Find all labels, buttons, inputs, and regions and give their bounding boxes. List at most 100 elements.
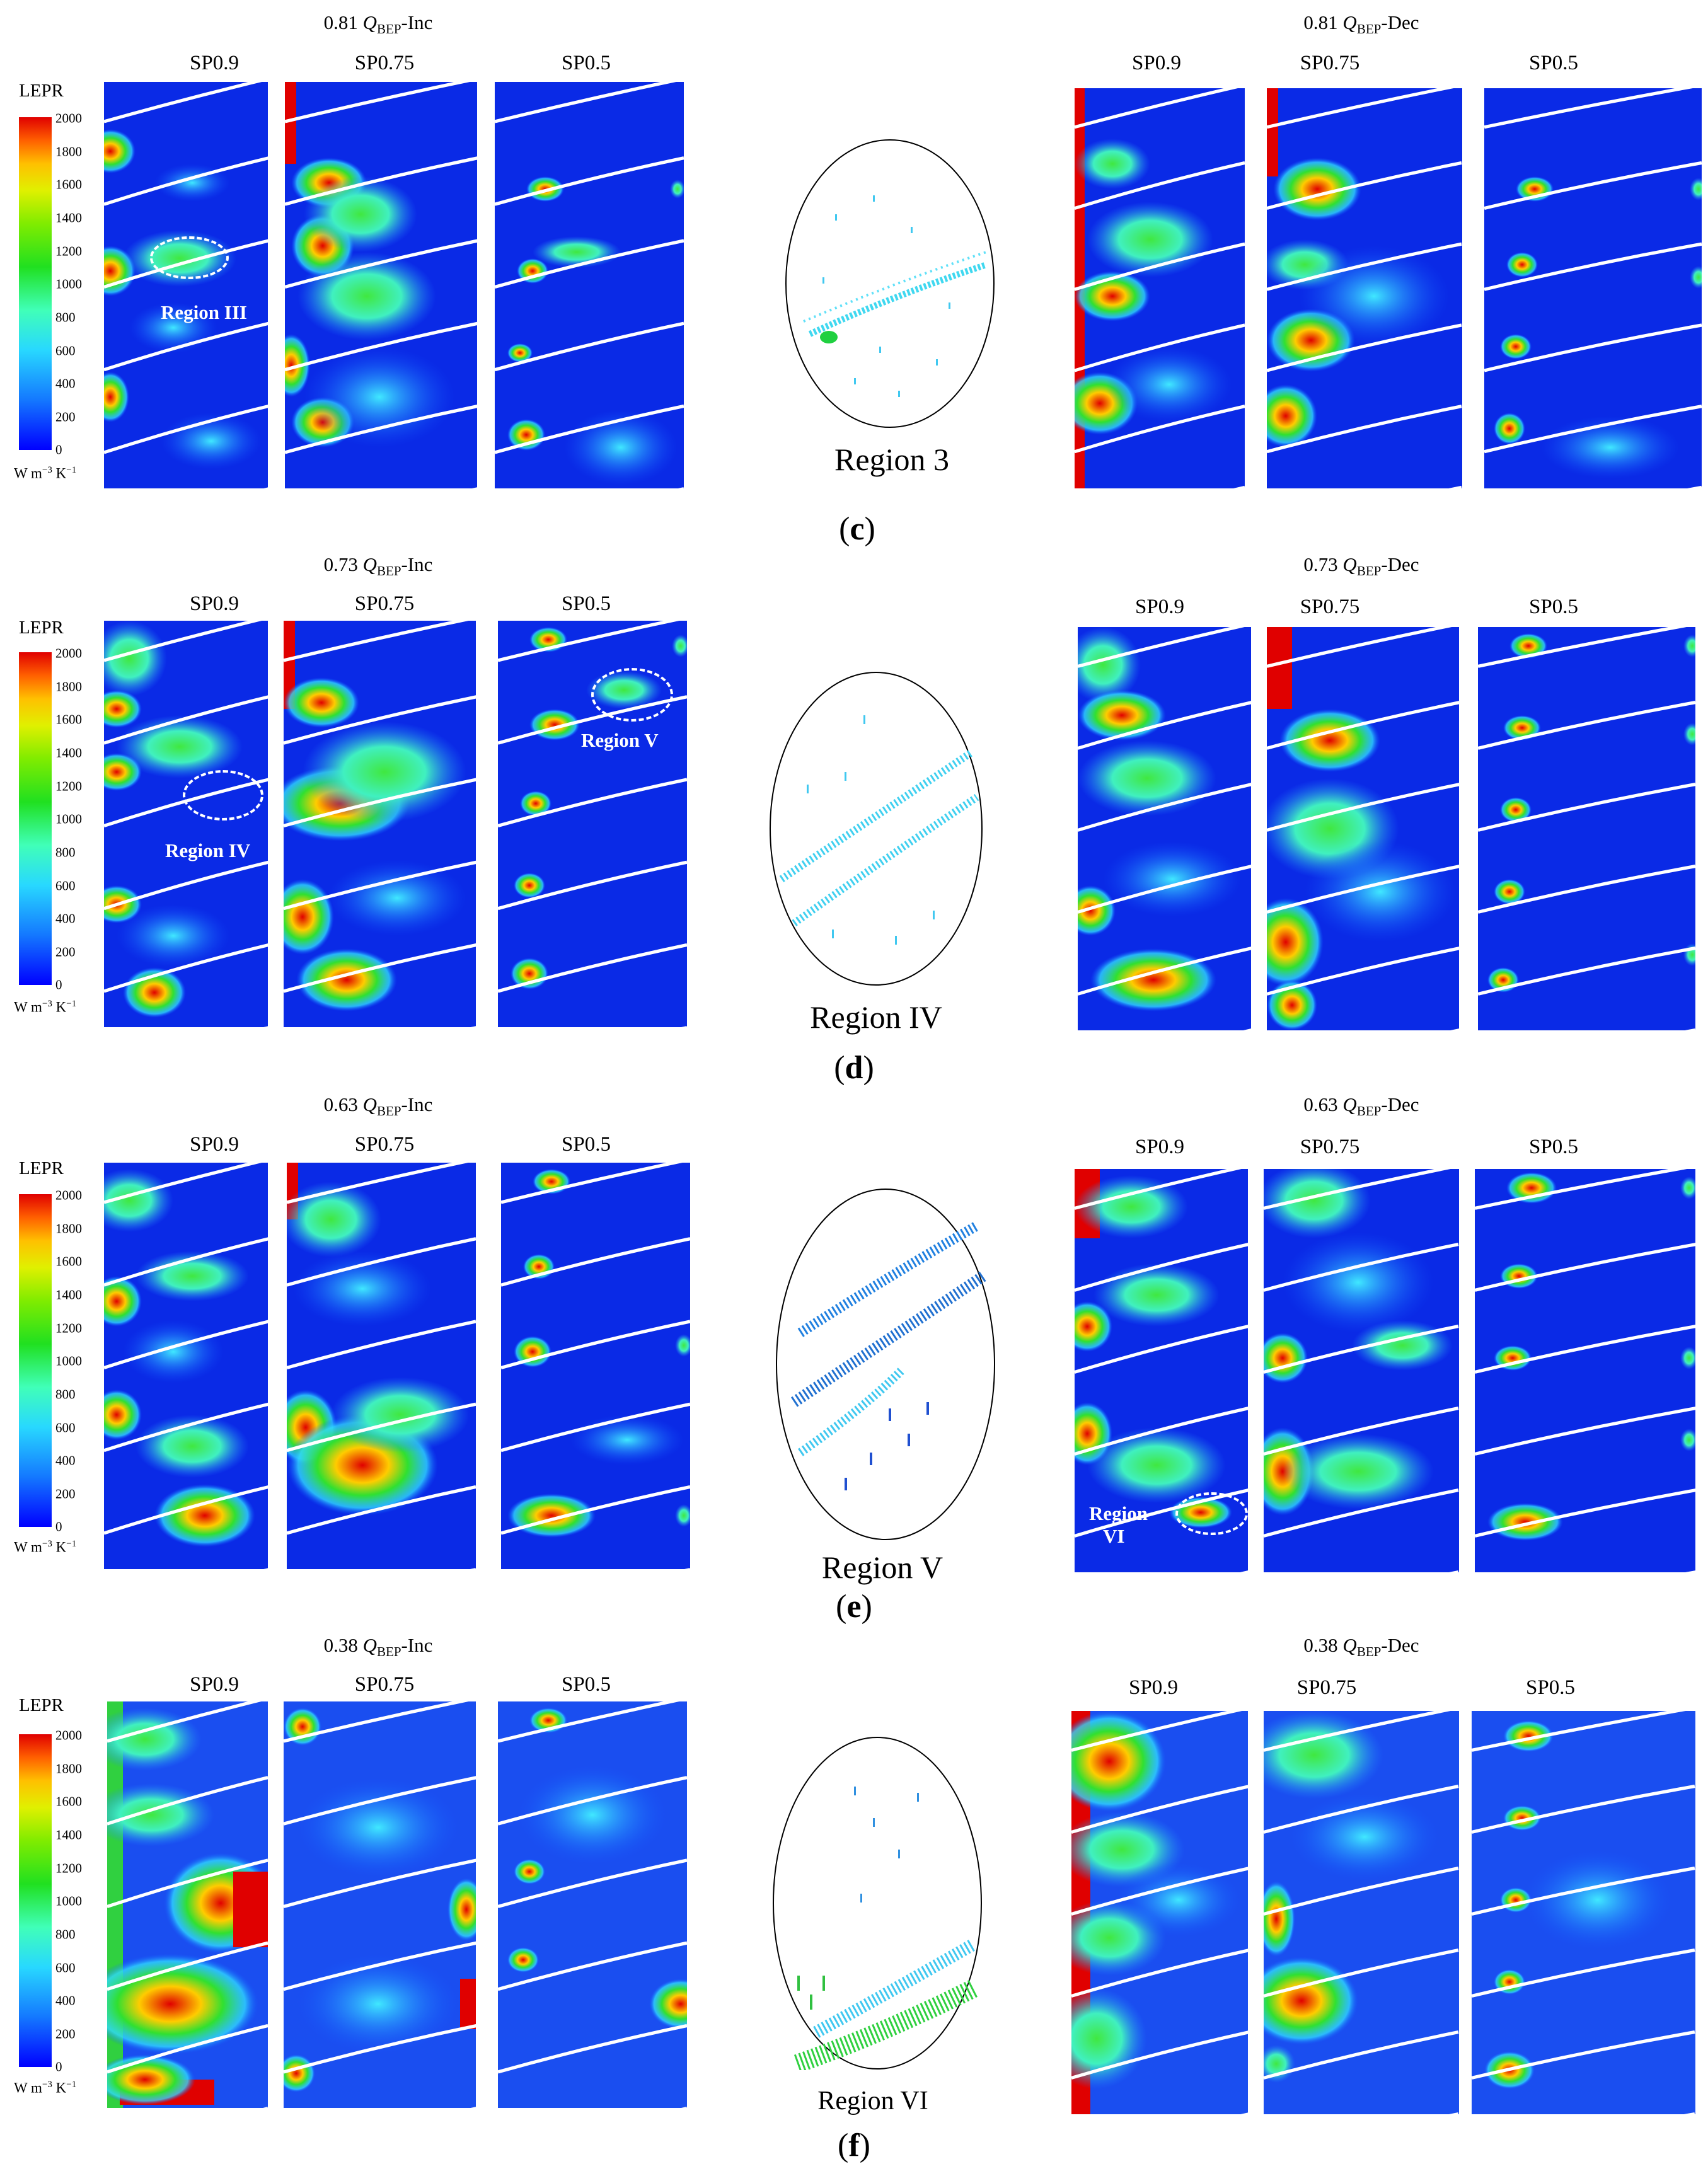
region-annotation: Region <box>1089 1502 1148 1524</box>
contour-panel <box>104 82 268 488</box>
colorbar-tick: 1800 <box>55 144 82 159</box>
row-d-dec-title: 0.73 QBEP-Dec <box>1303 553 1419 579</box>
colorbar-tick: 1400 <box>55 210 82 226</box>
colorbar-tick: 600 <box>55 1420 76 1436</box>
region-marker <box>150 236 229 279</box>
colorbar-tick: 1400 <box>55 1827 82 1843</box>
col-label: SP0.75 <box>354 52 415 74</box>
row-e-dec-title: 0.63 QBEP-Dec <box>1303 1093 1419 1119</box>
contour-panel <box>1472 1711 1695 2114</box>
row-c-inc-title: 0.81 QBEP-Inc <box>323 11 433 37</box>
colorbar-tick: 400 <box>55 376 76 391</box>
col-label: SP0.75 <box>1296 1676 1357 1699</box>
contour-panel <box>495 82 684 488</box>
zoom-caption: Region 3 <box>834 442 949 477</box>
col-label: SP0.75 <box>354 592 415 615</box>
colorbar-tick: 0 <box>55 442 62 458</box>
colorbar-tick: 200 <box>55 944 76 960</box>
contour-panel <box>287 1163 476 1569</box>
colorbar-tick: 1600 <box>55 711 82 727</box>
contour-panel <box>498 1701 687 2108</box>
contour-panel <box>104 621 268 1027</box>
col-label: SP0.9 <box>190 52 239 74</box>
contour-panel <box>1078 627 1251 1030</box>
colorbar-tick: 600 <box>55 343 76 359</box>
row-c-dec-title: 0.81 QBEP-Dec <box>1303 11 1419 37</box>
colorbar-tick: 1000 <box>55 276 82 292</box>
contour-panel <box>1267 627 1459 1030</box>
region-marker <box>591 668 673 722</box>
colorbar-tick: 1200 <box>55 778 82 794</box>
col-label: SP0.75 <box>354 1133 415 1156</box>
region-marker <box>1175 1492 1248 1535</box>
region-marker <box>183 770 263 820</box>
contour-panel <box>1075 88 1245 488</box>
colorbar-tick: 400 <box>55 1993 76 2008</box>
subfigure-letter: (e) <box>836 1589 872 1625</box>
colorbar-tick: 1200 <box>55 1860 82 1876</box>
colorbar-tick: 200 <box>55 1486 76 1502</box>
colorbar <box>19 652 52 985</box>
colorbar-units: W m−3 K−1 <box>14 465 77 481</box>
colorbar-label: LEPR <box>19 1695 64 1715</box>
contour-panel <box>107 1701 268 2108</box>
subfigure-letter: (d) <box>834 1050 874 1086</box>
colorbar-tick: 600 <box>55 1960 76 1976</box>
zoom-ellipse <box>775 1188 996 1541</box>
colorbar-tick: 600 <box>55 878 76 894</box>
colorbar-tick: 800 <box>55 844 76 860</box>
contour-panel <box>1264 1711 1459 2114</box>
contour-panel <box>285 82 477 488</box>
colorbar-tick: 1000 <box>55 1893 82 1909</box>
colorbar-tick: 400 <box>55 1453 76 1468</box>
col-label: SP0.9 <box>190 1133 239 1156</box>
colorbar-tick: 2000 <box>55 1727 82 1743</box>
zoom-ellipse <box>785 139 996 429</box>
col-label: SP0.9 <box>190 592 239 615</box>
zoom-caption: Region V <box>821 1550 943 1585</box>
col-label: SP0.9 <box>1135 1136 1184 1158</box>
col-label: SP0.5 <box>1529 52 1578 74</box>
region-annotation: Region IV <box>165 839 251 861</box>
col-label: SP0.5 <box>562 52 611 74</box>
colorbar-units: W m−3 K−1 <box>14 999 77 1015</box>
colorbar-label: LEPR <box>19 618 64 638</box>
colorbar <box>19 1734 52 2067</box>
colorbar-tick: 1600 <box>55 176 82 192</box>
contour-panel <box>1478 627 1695 1030</box>
contour-panel <box>284 621 476 1027</box>
col-label: SP0.5 <box>562 1673 611 1696</box>
colorbar-tick: 800 <box>55 309 76 325</box>
colorbar-tick: 1600 <box>55 1793 82 1809</box>
colorbar-tick: 200 <box>55 2026 76 2042</box>
colorbar-tick: 1800 <box>55 679 82 694</box>
contour-panel <box>501 1163 690 1569</box>
contour-panel <box>1267 88 1462 488</box>
row-d-inc-title: 0.73 QBEP-Inc <box>323 553 433 579</box>
col-label: SP0.9 <box>190 1673 239 1696</box>
row-e-inc-title: 0.63 QBEP-Inc <box>323 1093 433 1119</box>
contour-panel <box>1484 88 1702 488</box>
col-label: SP0.9 <box>1135 596 1184 618</box>
contour-panel <box>1475 1169 1695 1572</box>
colorbar-tick: 200 <box>55 409 76 425</box>
row-f-inc-title: 0.38 QBEP-Inc <box>323 1634 433 1660</box>
col-label: SP0.75 <box>354 1673 415 1696</box>
colorbar <box>19 1194 52 1527</box>
colorbar <box>19 117 52 450</box>
colorbar-tick: 1200 <box>55 1320 82 1336</box>
col-label: SP0.75 <box>1300 1136 1360 1158</box>
col-label: SP0.5 <box>1529 596 1578 618</box>
col-label: SP0.5 <box>562 1133 611 1156</box>
colorbar-tick: 800 <box>55 1926 76 1942</box>
region-annotation: VI <box>1103 1525 1125 1547</box>
region-annotation: Region V <box>581 729 659 751</box>
col-label: SP0.9 <box>1132 52 1181 74</box>
colorbar-tick: 1400 <box>55 745 82 761</box>
colorbar-tick: 1800 <box>55 1761 82 1776</box>
colorbar-tick: 2000 <box>55 1187 82 1203</box>
zoom-ellipse <box>769 671 983 986</box>
col-label: SP0.75 <box>1300 52 1360 74</box>
subfigure-letter: (f) <box>838 2127 870 2163</box>
colorbar-tick: 0 <box>55 977 62 993</box>
